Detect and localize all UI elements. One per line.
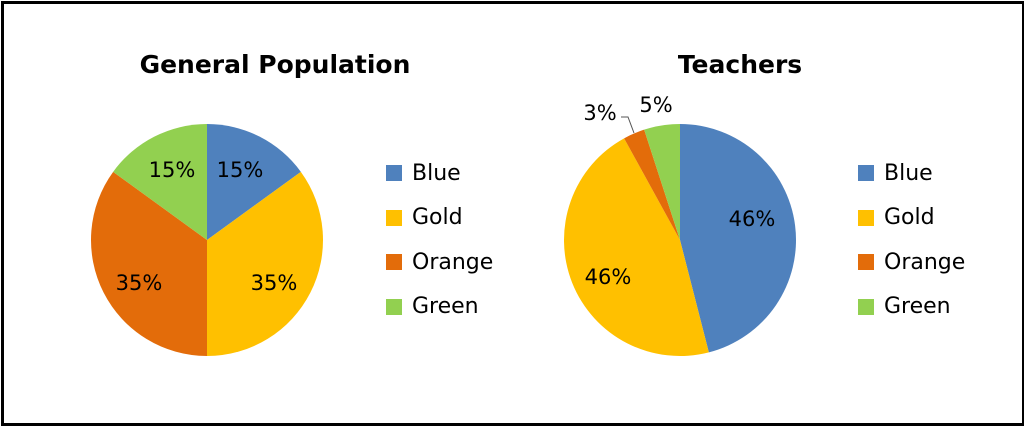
legend-item-orange: Orange <box>386 240 493 285</box>
orange-swatch <box>858 254 874 271</box>
data-label-blue: 15% <box>217 158 264 182</box>
data-label-gold: 35% <box>251 271 298 295</box>
general-population-pie: 15% 35% 35% 15% <box>91 124 324 356</box>
pie-slice-blue <box>680 124 797 353</box>
gold-swatch <box>858 209 874 226</box>
data-label-green: 15% <box>149 158 196 182</box>
data-label-green: 5% <box>639 93 672 117</box>
legend-item-gold: Gold <box>858 196 965 241</box>
pie-slice-gold <box>563 138 709 357</box>
pie-slice-blue <box>207 124 301 240</box>
right-legend: Blue Gold Orange Green <box>858 151 965 329</box>
teachers-pie: 46% 46% 3% 5% <box>563 93 797 357</box>
pie-slice-gold <box>207 171 324 356</box>
pie-slice-orange <box>624 129 680 240</box>
legend-item-green: Green <box>386 285 493 330</box>
legend-item-green: Green <box>858 285 965 330</box>
legend-item-gold: Gold <box>386 196 493 241</box>
blue-swatch <box>386 165 402 182</box>
green-swatch <box>858 298 874 315</box>
data-label-gold: 46% <box>585 265 632 289</box>
blue-swatch <box>858 165 874 182</box>
legend-item-blue: Blue <box>858 151 965 196</box>
data-label-orange: 3% <box>583 101 616 125</box>
leader-line <box>621 116 635 134</box>
pie-slice-orange <box>91 171 207 356</box>
pie-slice-green <box>644 124 680 240</box>
legend-item-orange: Orange <box>858 240 965 285</box>
pie-slice-green <box>113 124 207 240</box>
data-label-orange: 35% <box>116 271 163 295</box>
green-swatch <box>386 298 402 315</box>
gold-swatch <box>386 209 402 226</box>
legend-item-blue: Blue <box>386 151 493 196</box>
orange-swatch <box>386 254 402 271</box>
right-chart-title: Teachers <box>677 50 803 79</box>
left-legend: Blue Gold Orange Green <box>386 151 493 329</box>
data-label-blue: 46% <box>729 207 776 231</box>
left-chart-title: General Population <box>139 50 411 79</box>
